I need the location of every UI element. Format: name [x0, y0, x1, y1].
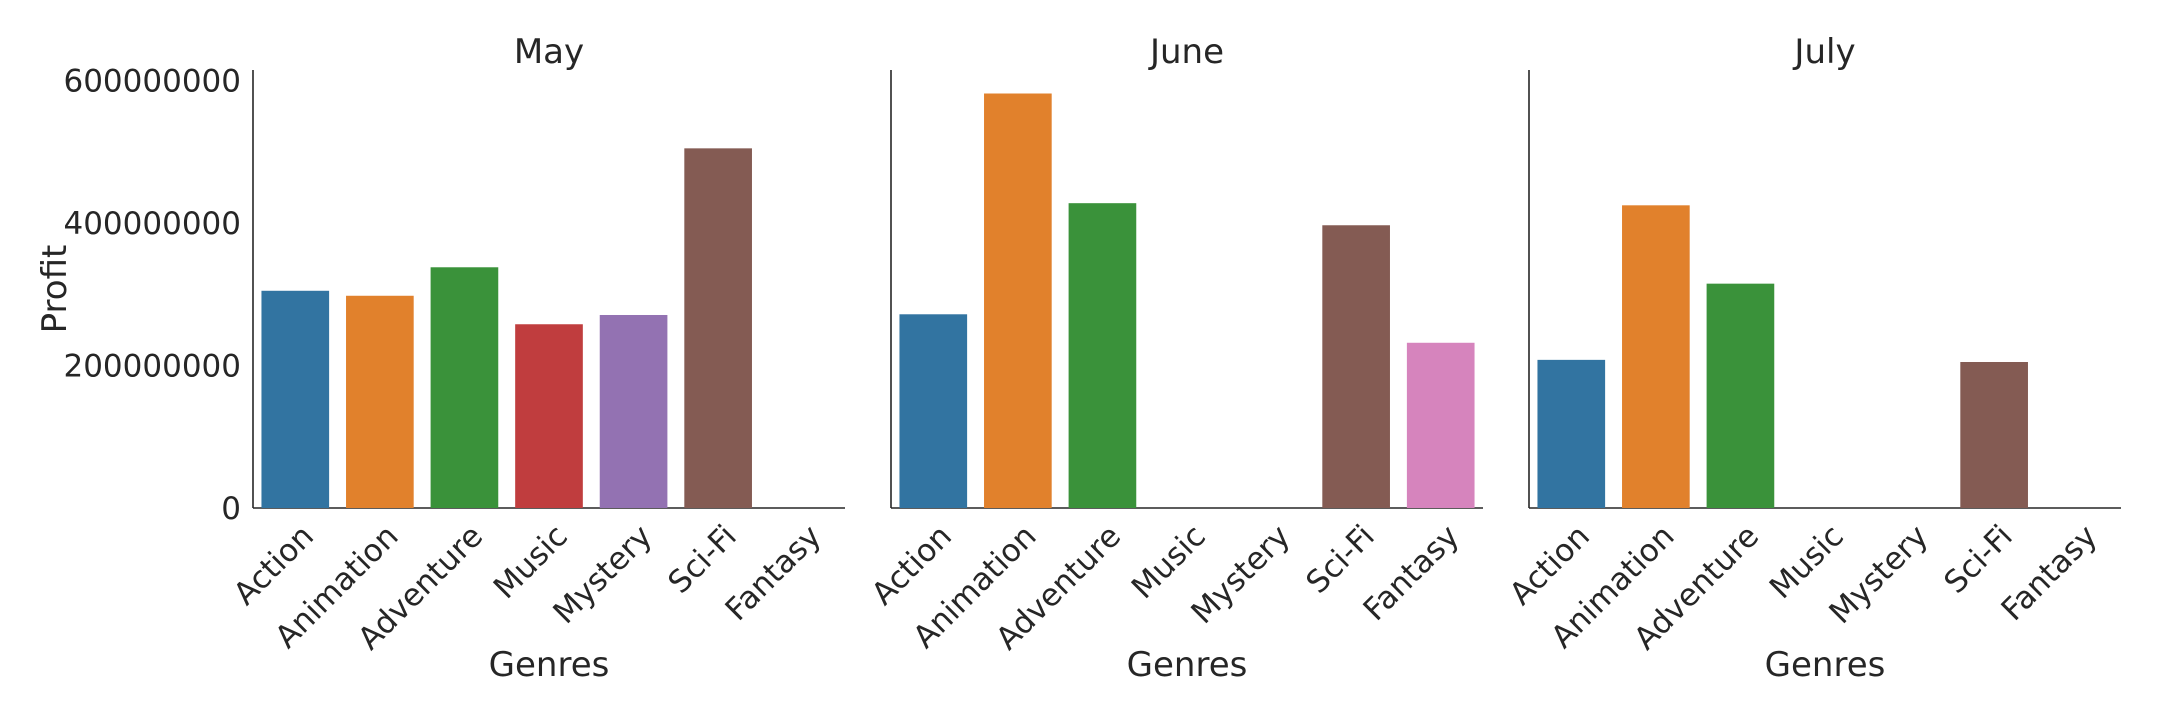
y-tick-label: 200000000 [63, 349, 241, 385]
y-tick-label: 0 [221, 491, 241, 527]
x-axis-label: Genres [1765, 645, 1886, 685]
bar-july-sci-fi [1960, 362, 2028, 508]
y-axis-label: Profit [35, 245, 75, 334]
bar-june-animation [984, 93, 1052, 508]
x-axis-label: Genres [489, 645, 610, 685]
x-tick-label: Fantasy [1357, 518, 1467, 628]
y-tick-label: 600000000 [63, 64, 241, 100]
panel-title: July [1792, 32, 1855, 72]
bar-july-animation [1622, 205, 1690, 508]
bar-june-fantasy [1406, 342, 1475, 508]
y-tick-label: 400000000 [63, 206, 241, 242]
bar-may-animation [346, 295, 414, 508]
bar-june-action [899, 314, 968, 508]
x-tick-label: Fantasy [719, 518, 829, 628]
bar-june-adventure [1068, 203, 1137, 508]
bar-may-mystery [599, 314, 668, 508]
panel-title: May [514, 32, 584, 72]
x-tick-label: Fantasy [1995, 518, 2105, 628]
bar-july-adventure [1706, 283, 1775, 508]
bar-may-action [261, 290, 330, 508]
bar-may-music [515, 324, 583, 508]
bar-may-sci-fi [684, 148, 752, 508]
bar-may-adventure [430, 267, 499, 508]
x-axis-label: Genres [1127, 645, 1248, 685]
panel-title: June [1148, 32, 1224, 72]
bar-july-action [1537, 359, 1606, 508]
bar-june-sci-fi [1322, 225, 1390, 508]
